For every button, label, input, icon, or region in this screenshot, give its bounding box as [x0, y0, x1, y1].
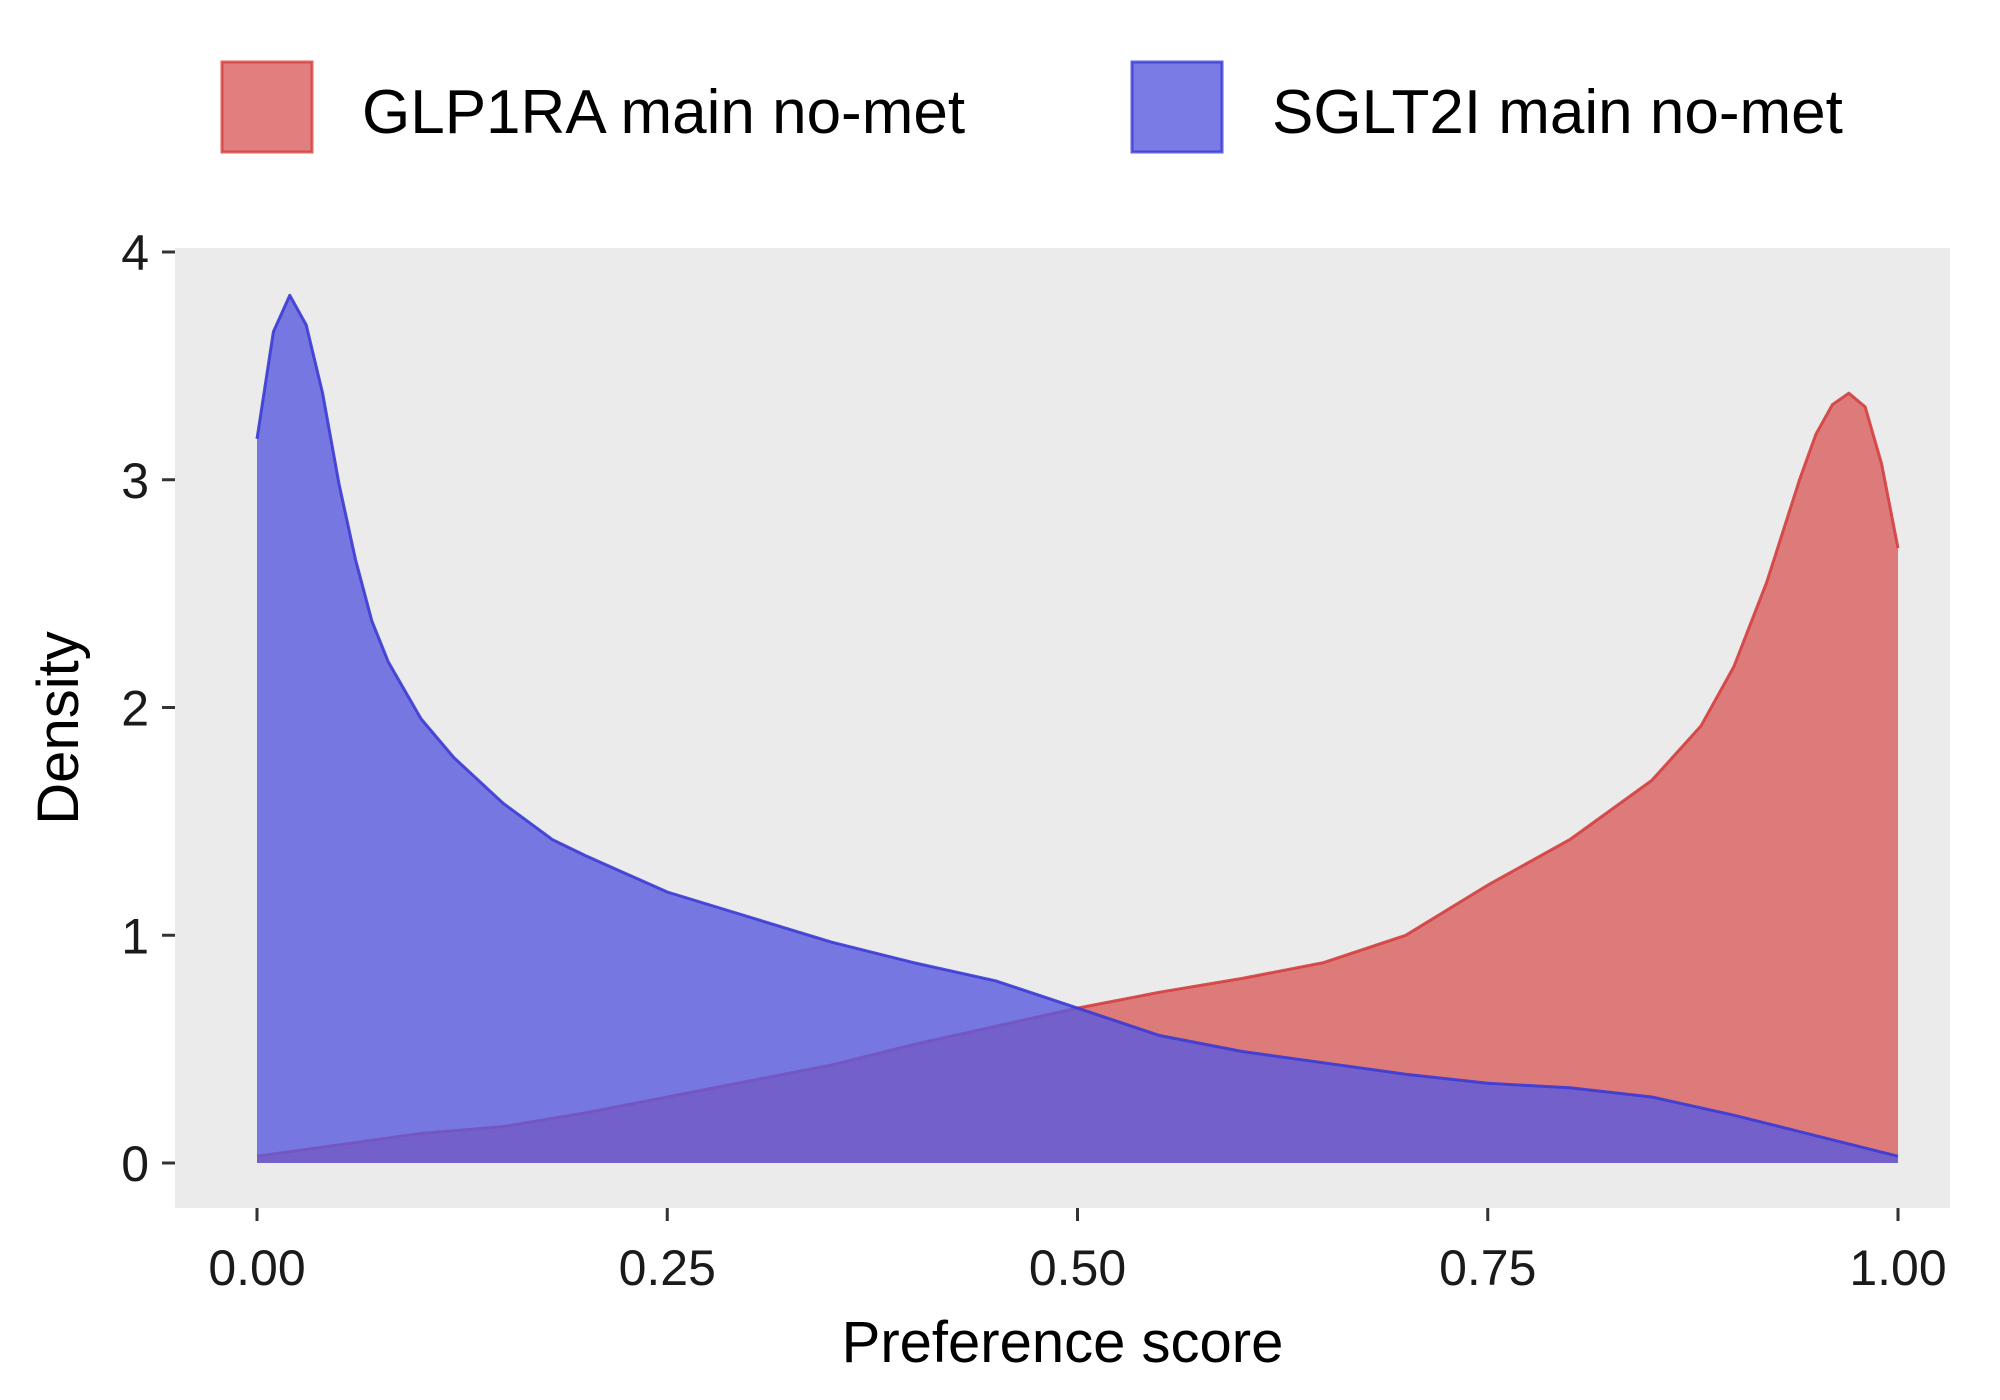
x-tick-label: 0.50 [1029, 1240, 1126, 1296]
legend-key-1 [220, 60, 314, 154]
x-tick-label: 1.00 [1849, 1240, 1946, 1296]
y-tick-label: 4 [121, 225, 149, 281]
legend: GLP1RA main no-met SGLT2I main no-met [220, 60, 1843, 154]
legend-key-2 [1130, 60, 1224, 154]
legend-label-1: GLP1RA main no-met [362, 78, 965, 147]
y-tick-label: 0 [121, 1136, 149, 1192]
y-axis: 0 1 2 3 4 [121, 225, 175, 1192]
legend-label-2: SGLT2I main no-met [1272, 78, 1843, 147]
density-areas [255, 293, 1900, 1163]
y-axis-title: Density [26, 631, 91, 824]
x-tick-label: 0.75 [1439, 1240, 1536, 1296]
density-area-2 [257, 295, 1898, 1163]
x-axis-title: Preference score [842, 1310, 1284, 1375]
y-tick-label: 3 [121, 453, 149, 509]
density-line-2 [255, 293, 1899, 1158]
y-tick-label: 2 [121, 681, 149, 737]
x-axis: 0.00 0.25 0.50 0.75 1.00 [208, 1208, 1947, 1296]
density-area-1 [257, 393, 1898, 1163]
x-tick-label: 0.00 [208, 1240, 305, 1296]
x-tick-label: 0.25 [619, 1240, 716, 1296]
y-tick-label: 1 [121, 908, 149, 964]
